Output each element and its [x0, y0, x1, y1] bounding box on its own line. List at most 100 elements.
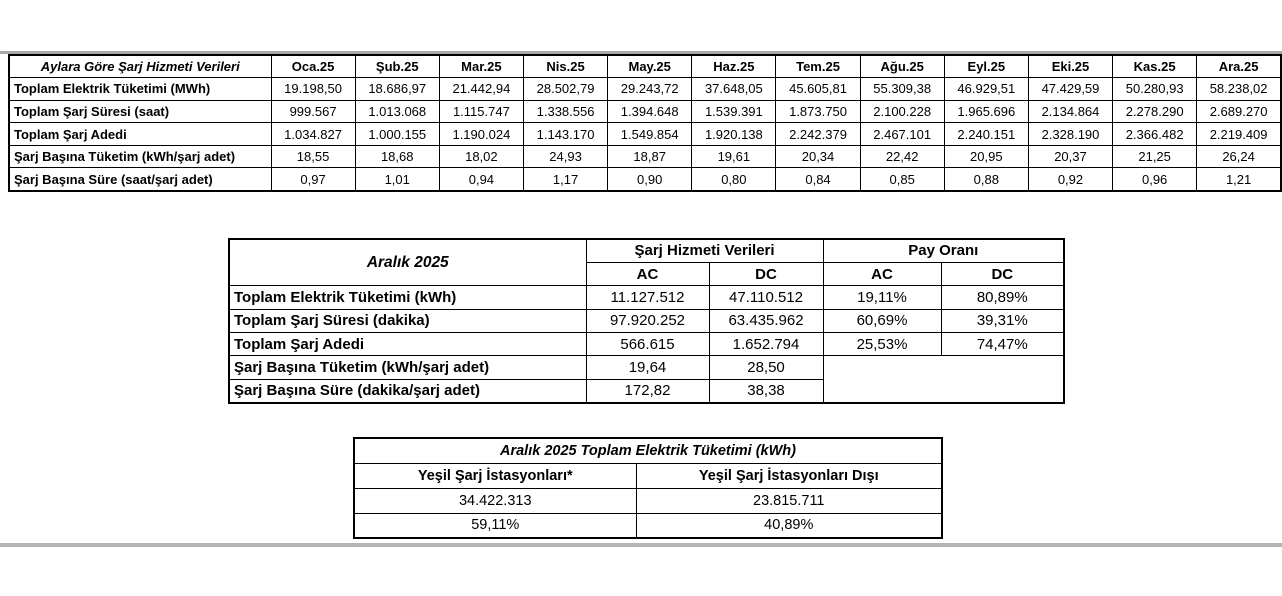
- column-header: Şub.25: [354, 54, 440, 79]
- column-header: Tem.25: [775, 54, 861, 79]
- table-row: Şarj Başına Süre (saat/şarj adet) 0,97 1,0…: [8, 167, 1282, 192]
- table-row: Şarj Başına Süre (dakika/şarj adet) 172,…: [228, 378, 1064, 404]
- value-cell: 0,94: [438, 167, 524, 192]
- column-header: Haz.25: [691, 54, 777, 79]
- value-cell: 0,85: [859, 167, 945, 192]
- value-cell: 18,68: [354, 144, 440, 169]
- value-cell: 1.143.170: [522, 122, 609, 146]
- share-cell: 80,89%: [940, 285, 1065, 310]
- value-cell: 19.198,50: [270, 77, 356, 101]
- value-cell: 2.366.482: [1112, 122, 1198, 146]
- column-header: Ağu.25: [859, 54, 945, 79]
- value-cell: 22,42: [859, 144, 945, 169]
- value-cell: 1,21: [1196, 167, 1282, 192]
- value-cell: 24,93: [522, 144, 609, 169]
- value-cell: 2.278.290: [1112, 99, 1198, 124]
- row-label: Toplam Şarj Adedi: [228, 332, 587, 357]
- table-row: Şarj Başına Tüketim (kWh/şarj adet) 18,55…: [8, 144, 1282, 169]
- table-row: 59,11% 40,89%: [353, 512, 943, 539]
- value-cell: 1.034.827: [270, 122, 356, 146]
- value-cell: 566.615: [585, 332, 710, 357]
- value-cell: 55.309,38: [859, 77, 945, 101]
- value-cell: 63.435.962: [708, 308, 824, 334]
- column-header: Oca.25: [270, 54, 356, 79]
- column-header: Mar.25: [438, 54, 524, 79]
- green-table-title: Aralık 2025 Toplam Elektrik Tüketimi (kW…: [353, 437, 943, 464]
- value-cell: 1.965.696: [943, 99, 1029, 124]
- value-cell: 34.422.313: [353, 487, 637, 514]
- value-cell: 21,25: [1112, 144, 1198, 169]
- column-header: Nis.25: [522, 54, 609, 79]
- row-label: Toplam Şarj Adedi: [8, 122, 272, 146]
- value-cell: 1.190.024: [438, 122, 524, 146]
- value-cell: 1.115.747: [438, 99, 524, 124]
- row-label: Toplam Şarj Süresi (saat): [8, 99, 272, 124]
- page-edge-top: [0, 51, 1282, 54]
- value-cell: 28.502,79: [522, 77, 609, 101]
- column-header: Eki.25: [1027, 54, 1114, 79]
- row-label: Toplam Elektrik Tüketimi (MWh): [8, 77, 272, 101]
- row-label: Şarj Başına Süre (saat/şarj adet): [8, 167, 272, 192]
- value-cell: 999.567: [270, 99, 356, 124]
- column-header-green-stations: Yeşil Şarj İstasyonları*: [353, 462, 637, 489]
- value-cell: 2.328.190: [1027, 122, 1114, 146]
- column-header: Kas.25: [1112, 54, 1198, 79]
- group-header-charge: Şarj Hizmeti Verileri: [585, 238, 824, 263]
- value-cell: 26,24: [1196, 144, 1282, 169]
- value-cell: 0,80: [691, 167, 777, 192]
- table-row: Şarj Başına Tüketim (kWh/şarj adet) 19,6…: [228, 355, 1065, 404]
- value-cell: 97.920.252: [585, 308, 710, 334]
- table-row: 34.422.313 23.815.711: [353, 487, 943, 514]
- value-cell: 1.652.794: [708, 332, 824, 357]
- value-cell: 1.549.854: [607, 122, 693, 146]
- group-header-share: Pay Oranı: [822, 238, 1065, 263]
- row-label: Toplam Şarj Süresi (dakika): [228, 308, 587, 334]
- value-cell: 1.920.138: [691, 122, 777, 146]
- table-row: Toplam Şarj Süresi (dakika) 97.920.252 6…: [228, 308, 1065, 334]
- table-row: Toplam Şarj Adedi 1.034.827 1.000.155 1.190…: [8, 122, 1282, 146]
- row-label: Şarj Başına Süre (dakika/şarj adet): [228, 378, 587, 404]
- table-row: Toplam Elektrik Tüketimi (kWh) 11.127.51…: [228, 285, 1065, 310]
- value-cell: 18,02: [438, 144, 524, 169]
- column-header-non-green-stations: Yeşil Şarj İstasyonları Dışı: [635, 462, 943, 489]
- value-cell: 1,01: [354, 167, 440, 192]
- value-cell: 18.686,97: [354, 77, 440, 101]
- december-table-title: Aralık 2025: [228, 238, 587, 287]
- column-header: Eyl.25: [943, 54, 1029, 79]
- value-cell: 2.219.409: [1196, 122, 1282, 146]
- value-cell: 1.013.068: [354, 99, 440, 124]
- value-cell: 1.338.556: [522, 99, 609, 124]
- column-header-share-dc: DC: [940, 261, 1065, 287]
- column-header-share-ac: AC: [822, 261, 942, 287]
- row-label: Şarj Başına Tüketim (kWh/şarj adet): [8, 144, 272, 169]
- row-label: Toplam Elektrik Tüketimi (kWh): [228, 285, 587, 310]
- value-cell: 28,50: [708, 355, 824, 380]
- value-cell: 19,61: [691, 144, 777, 169]
- column-header: Ara.25: [1196, 54, 1282, 79]
- value-cell: 19,64: [585, 355, 710, 380]
- header-row: Aylara Göre Şarj Hizmeti Verileri Oca.25 Ş…: [8, 54, 1282, 79]
- value-cell: 0,90: [607, 167, 693, 192]
- share-cell: 40,89%: [635, 512, 943, 539]
- value-cell: 1.539.391: [691, 99, 777, 124]
- value-cell: 1.000.155: [354, 122, 440, 146]
- column-header-dc: DC: [708, 261, 824, 287]
- table-row: Toplam Elektrik Tüketimi (MWh) 19.198,50 1…: [8, 77, 1282, 101]
- value-cell: 1.394.648: [607, 99, 693, 124]
- table-row: Toplam Şarj Süresi (saat) 999.567 1.013.06…: [8, 99, 1282, 124]
- value-cell: 0,84: [775, 167, 861, 192]
- value-cell: 0,92: [1027, 167, 1114, 192]
- value-cell: 20,37: [1027, 144, 1114, 169]
- value-cell: 23.815.711: [635, 487, 943, 514]
- share-cell: 59,11%: [353, 512, 637, 539]
- table-row: Toplam Şarj Adedi 566.615 1.652.794 25,5…: [228, 332, 1065, 357]
- value-cell: 47.110.512: [708, 285, 824, 310]
- value-cell: 46.929,51: [943, 77, 1029, 101]
- value-cell: 0,97: [270, 167, 356, 192]
- value-cell: 172,82: [585, 378, 710, 404]
- value-cell: 58.238,02: [1196, 77, 1282, 101]
- december-table: Aralık 2025 Şarj Hizmeti Verileri Pay Or…: [228, 238, 1066, 404]
- value-cell: 2.467.101: [859, 122, 945, 146]
- share-cell: 19,11%: [822, 285, 942, 310]
- value-cell: 18,55: [270, 144, 356, 169]
